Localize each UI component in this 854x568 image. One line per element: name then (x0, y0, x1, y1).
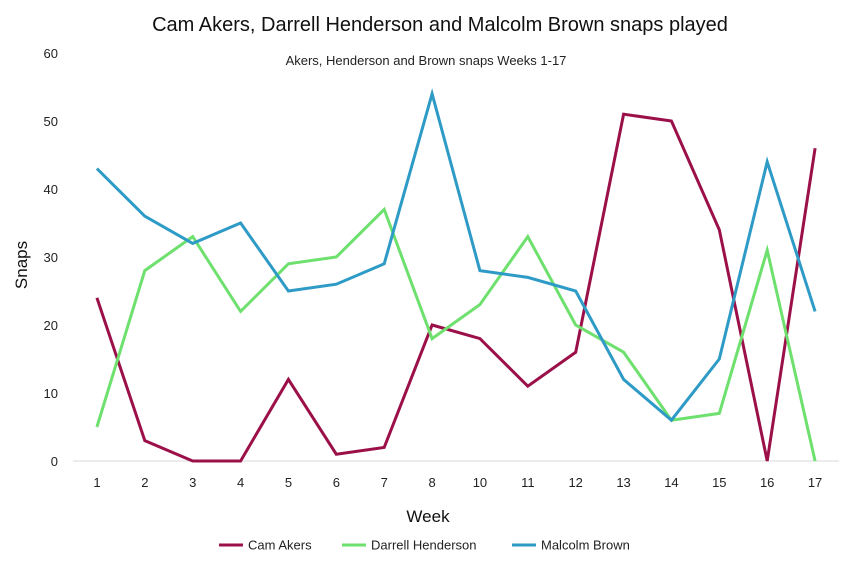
legend-label-malcolm-brown: Malcolm Brown (541, 538, 630, 553)
x-tick-label: 2 (141, 475, 148, 490)
x-tick-label: 11 (521, 475, 535, 490)
x-tick-label: 10 (473, 475, 487, 490)
legend: Cam Akers Darrell Henderson Malcolm Brown (219, 538, 630, 553)
x-tick-label: 3 (189, 475, 196, 490)
y-tick-label: 10 (44, 386, 58, 401)
x-tick-label: 4 (237, 475, 244, 490)
y-tick-label: 20 (44, 318, 58, 333)
x-tick-label: 17 (808, 475, 822, 490)
legend-label-darrell-henderson: Darrell Henderson (371, 538, 477, 553)
x-tick-label: 12 (568, 475, 582, 490)
x-axis: 1 2 3 4 5 6 7 8 10 11 12 13 14 15 16 17 (93, 475, 822, 490)
series-line-cam-akers (95, 112, 817, 463)
y-tick-label: 60 (44, 46, 58, 61)
y-axis: 0 10 20 30 40 50 60 (44, 46, 58, 469)
y-tick-label: 30 (44, 250, 58, 265)
series-lines (95, 88, 817, 463)
y-tick-label: 0 (51, 454, 58, 469)
x-tick-label: 13 (616, 475, 630, 490)
x-tick-label: 16 (760, 475, 774, 490)
y-tick-label: 50 (44, 114, 58, 129)
x-tick-label: 6 (333, 475, 340, 490)
y-tick-label: 40 (44, 182, 58, 197)
x-tick-label: 1 (93, 475, 100, 490)
legend-label-cam-akers: Cam Akers (248, 538, 312, 553)
chart-title: Cam Akers, Darrell Henderson and Malcolm… (152, 14, 728, 36)
x-tick-label: 15 (712, 475, 726, 490)
series-line-malcolm-brown (95, 88, 817, 423)
x-tick-label: 14 (664, 475, 678, 490)
y-axis-label: Snaps (12, 241, 31, 289)
x-tick-label: 7 (381, 475, 388, 490)
x-tick-label: 8 (428, 475, 435, 490)
series-line-darrell-henderson (95, 206, 817, 462)
chart-subtitle: Akers, Henderson and Brown snaps Weeks 1… (286, 53, 567, 68)
x-axis-label: Week (406, 507, 450, 526)
x-tick-label: 5 (285, 475, 292, 490)
